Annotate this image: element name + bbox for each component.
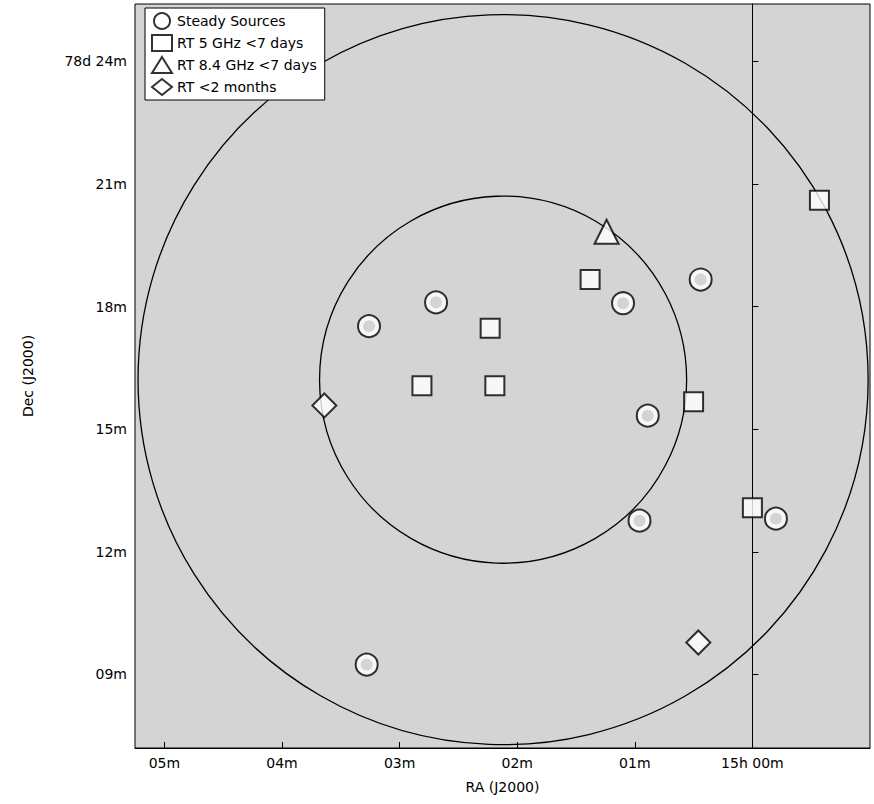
svg-text:RT <2 months: RT <2 months [177,79,277,95]
svg-text:18m: 18m [96,299,127,315]
svg-text:15h 00m: 15h 00m [721,755,784,771]
svg-text:05m: 05m [149,755,180,771]
svg-text:15m: 15m [96,421,127,437]
svg-text:Dec (J2000): Dec (J2000) [20,335,36,417]
svg-text:09m: 09m [96,666,127,682]
svg-text:12m: 12m [96,544,127,560]
svg-text:RT 8.4 GHz <7 days: RT 8.4 GHz <7 days [177,57,317,73]
svg-text:01m: 01m [619,755,650,771]
svg-text:RT 5 GHz <7 days: RT 5 GHz <7 days [177,35,303,51]
svg-text:78d 24m: 78d 24m [64,53,127,69]
svg-text:03m: 03m [384,755,415,771]
svg-text:21m: 21m [96,176,127,192]
svg-text:RA (J2000): RA (J2000) [466,779,540,795]
svg-text:02m: 02m [501,755,532,771]
svg-text:04m: 04m [266,755,297,771]
svg-text:Steady Sources: Steady Sources [177,13,286,29]
